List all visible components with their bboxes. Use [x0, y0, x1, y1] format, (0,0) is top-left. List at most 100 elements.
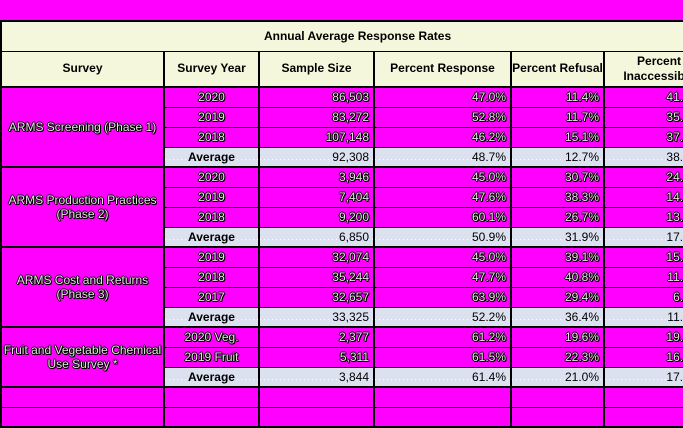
survey-group-cell: ARMS Screening (Phase 1): [0, 86, 165, 168]
average-sample-size-cell: 6,850: [258, 226, 375, 248]
average-percent-response-cell: 61.4%: [373, 366, 512, 388]
average-percent-inaccessible-cell: 38.: [602, 146, 683, 168]
year-cell: 2019 Fruit: [163, 346, 260, 368]
empty-cell: [602, 386, 683, 408]
table-row: ARMS Cost and Returns (Phase 3) 2019 32,…: [0, 246, 683, 328]
percent-response-cell: 45.0%: [373, 166, 512, 188]
percent-inaccessible-cell: 24.: [602, 166, 683, 188]
percent-refusal-cell: 22.3%: [510, 346, 605, 368]
average-percent-refusal-cell: 21.0%: [510, 366, 605, 388]
average-label-cell: Average: [163, 146, 260, 168]
table-row: 2018 9,200 60.1% 26.7% 13.: [1, 206, 683, 228]
table-row: 2019 Fruit 5,311 61.5% 22.3% 16.: [1, 346, 683, 368]
percent-refusal-cell: 11.7%: [510, 106, 605, 128]
survey-group-cell: ARMS Cost and Returns (Phase 3): [0, 246, 165, 328]
table-row: ARMS Screening (Phase 1) 2020 86,503 47.…: [0, 86, 683, 168]
year-cell: 2019: [163, 246, 260, 268]
average-percent-refusal-cell: 12.7%: [510, 146, 605, 168]
empty-cell: [373, 406, 512, 428]
year-cell: 2019: [163, 106, 260, 128]
percent-inaccessible-cell: 11.: [602, 266, 683, 288]
percent-inaccessible-cell: 37.: [602, 126, 683, 148]
average-label-cell: Average: [163, 366, 260, 388]
sample-size-cell: 5,311: [258, 346, 375, 368]
year-cell: 2020: [163, 86, 260, 108]
average-sample-size-cell: 3,844: [258, 366, 375, 388]
percent-response-cell: 46.2%: [373, 126, 512, 148]
average-sample-size-cell: 33,325: [258, 306, 375, 328]
average-row: Average 3,844 61.4% 21.0% 17.: [1, 366, 683, 388]
empty-cell: [510, 406, 605, 428]
survey-group-cell: ARMS Production Practices (Phase 2): [0, 166, 165, 248]
percent-response-cell: 52.8%: [373, 106, 512, 128]
percent-response-cell: 60.1%: [373, 206, 512, 228]
empty-cell: [510, 386, 605, 408]
year-cell: 2017: [163, 286, 260, 308]
average-row: Average 33,325 52.2% 36.4% 11.: [1, 306, 683, 328]
percent-refusal-cell: 30.7%: [510, 166, 605, 188]
average-label-cell: Average: [163, 226, 260, 248]
column-header-survey-year: Survey Year: [163, 50, 260, 88]
average-percent-inaccessible-cell: 11.: [602, 306, 683, 328]
year-cell: 2019: [163, 186, 260, 208]
average-percent-inaccessible-cell: 17.: [602, 226, 683, 248]
percent-refusal-cell: 11.4%: [510, 86, 605, 108]
percent-response-cell: 61.5%: [373, 346, 512, 368]
sample-size-cell: 83,272: [258, 106, 375, 128]
percent-response-cell: 47.7%: [373, 266, 512, 288]
percent-inaccessible-cell: 35.: [602, 106, 683, 128]
empty-cell: [163, 386, 260, 408]
percent-inaccessible-cell: 13.: [602, 206, 683, 228]
average-row: Average 6,850 50.9% 31.9% 17.: [1, 226, 683, 248]
percent-inaccessible-cell: 6.: [602, 286, 683, 308]
average-percent-inaccessible-cell: 17.: [602, 366, 683, 388]
percent-inaccessible-cell: 16.: [602, 346, 683, 368]
page: { "colors": { "page_background": "#FF00F…: [0, 20, 683, 428]
percent-refusal-cell: 19.6%: [510, 326, 605, 348]
percent-inaccessible-cell: 15.: [602, 246, 683, 268]
percent-refusal-cell: 26.7%: [510, 206, 605, 228]
survey-group-cell: Fruit and Vegetable Chemical Use Survey …: [0, 326, 165, 388]
empty-cell: [258, 386, 375, 408]
percent-response-cell: 45.0%: [373, 246, 512, 268]
average-row: Average 92,308 48.7% 12.7% 38.: [1, 146, 683, 168]
year-cell: 2018: [163, 266, 260, 288]
table-title: Annual Average Response Rates: [0, 20, 683, 52]
percent-refusal-cell: 29.4%: [510, 286, 605, 308]
empty-cell: [373, 386, 512, 408]
average-sample-size-cell: 92,308: [258, 146, 375, 168]
percent-inaccessible-cell: 41.: [602, 86, 683, 108]
empty-cell: [0, 406, 165, 428]
column-header-survey: Survey: [0, 50, 165, 88]
year-cell: 2020 Veg.: [163, 326, 260, 348]
percent-refusal-cell: 40.8%: [510, 266, 605, 288]
empty-cell: [602, 406, 683, 428]
year-cell: 2020: [163, 166, 260, 188]
average-label-cell: Average: [163, 306, 260, 328]
column-header-percent-refusal: Percent Refusal: [510, 50, 605, 88]
percent-response-cell: 61.2%: [373, 326, 512, 348]
sample-size-cell: 107,148: [258, 126, 375, 148]
sample-size-cell: 2,377: [258, 326, 375, 348]
average-percent-refusal-cell: 36.4%: [510, 306, 605, 328]
percent-refusal-cell: 38.3%: [510, 186, 605, 208]
sample-size-cell: 35,244: [258, 266, 375, 288]
average-percent-response-cell: 48.7%: [373, 146, 512, 168]
percent-response-cell: 47.0%: [373, 86, 512, 108]
table-row: ARMS Production Practices (Phase 2) 2020…: [0, 166, 683, 248]
empty-row: [0, 406, 683, 428]
sample-size-cell: 32,657: [258, 286, 375, 308]
sample-size-cell: 32,074: [258, 246, 375, 268]
table-row: 2019 83,272 52.8% 11.7% 35.: [1, 106, 683, 128]
table-row: 2018 107,148 46.2% 15.1% 37.: [1, 126, 683, 148]
average-percent-response-cell: 50.9%: [373, 226, 512, 248]
sample-size-cell: 7,404: [258, 186, 375, 208]
column-header-percent-inaccessible: Percent Inaccessible: [602, 50, 683, 88]
year-cell: 2018: [163, 206, 260, 228]
column-header-percent-response: Percent Response: [373, 50, 512, 88]
table-row: 2019 7,404 47.6% 38.3% 14.: [1, 186, 683, 208]
table-row: Fruit and Vegetable Chemical Use Survey …: [0, 326, 683, 388]
sample-size-cell: 3,946: [258, 166, 375, 188]
column-header-sample-size: Sample Size: [258, 50, 375, 88]
empty-cell: [0, 386, 165, 408]
